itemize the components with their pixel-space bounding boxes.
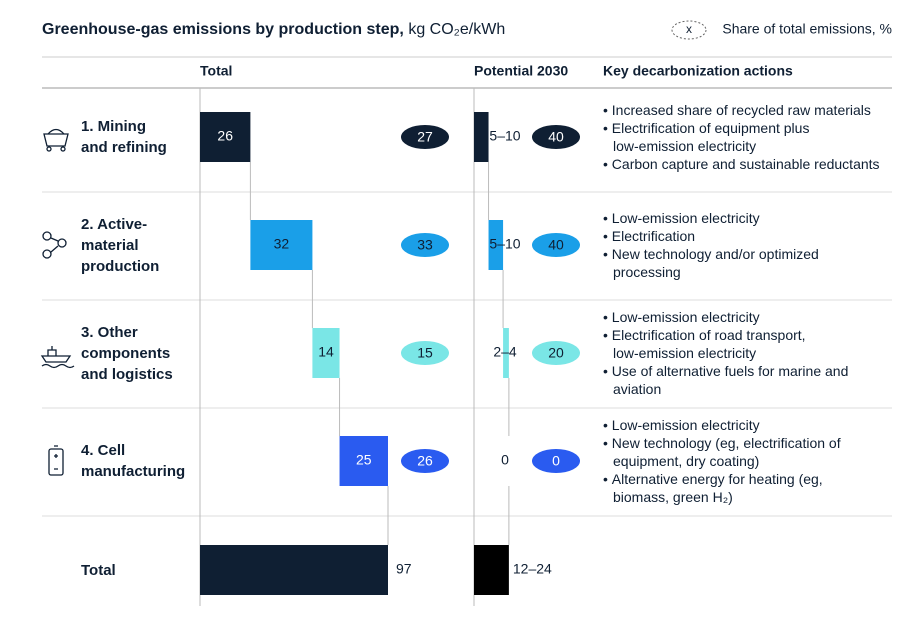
action-text: Use of alternative fuels for marine and: [611, 363, 849, 379]
potential-total-label: 12–24: [513, 561, 552, 577]
action-item: Alternative energy for heating (eg, bioma…: [603, 470, 908, 506]
action-item: Electrification of equipment plus low-emi…: [603, 119, 908, 155]
chart-title: Greenhouse-gas emissions by production s…: [42, 21, 505, 38]
potential-bar: [503, 328, 509, 378]
icon-battery: [48, 445, 64, 476]
bar: [339, 436, 388, 486]
action-text: aviation: [613, 381, 662, 397]
row-label: 1. Mining and refining: [81, 116, 167, 158]
row-label: 2. Active-material production: [81, 214, 159, 277]
share-label: 26: [417, 453, 433, 469]
title: Greenhouse-gas emissions by production s…: [42, 21, 404, 38]
share-marker: [401, 449, 449, 473]
potential-share-label: 40: [548, 237, 564, 253]
column-header: Total: [200, 63, 232, 79]
bar: [312, 328, 340, 378]
potential-total-bar: [474, 545, 509, 595]
row-label: 4. Cell manufacturing: [81, 440, 185, 482]
icon-mining: [43, 128, 69, 152]
row-label-line: 3. Other: [81, 323, 138, 341]
action-item: Low-emission electricity: [603, 416, 908, 434]
bar-label: 26: [217, 128, 233, 144]
actions: Low-emission electricityElectrification …: [603, 308, 908, 398]
row-label-line: components: [81, 344, 171, 362]
action-text: Increased share of recycled raw material…: [611, 102, 871, 118]
action-item: Increased share of recycled raw material…: [603, 101, 908, 119]
action-item: Low-emission electricity: [603, 209, 908, 227]
actions: Increased share of recycled raw material…: [603, 101, 908, 173]
action-text: Alternative energy for heating (eg,: [611, 471, 823, 487]
total-label: 97: [396, 561, 412, 577]
action-item: New technology and/or optimized processin…: [603, 245, 908, 281]
total-bar: [200, 545, 388, 595]
potential-share-label: 20: [548, 345, 564, 361]
row-label-line: 2. Active-: [81, 215, 148, 233]
action-text: Carbon capture and sustainable reductant…: [611, 156, 880, 172]
legend-label: Share of total emissions, %: [722, 21, 892, 37]
potential-bar: [488, 220, 504, 270]
potential-bar: [474, 112, 489, 162]
row-label-line: and refining: [81, 139, 167, 156]
unit: kg CO₂e/kWh: [408, 21, 505, 38]
action-item: Electrification: [603, 227, 908, 245]
actions: Low-emission electricityElectrificationN…: [603, 209, 908, 281]
share-label: 27: [417, 129, 433, 145]
action-text: low-emission electricity: [613, 138, 757, 154]
action-text: biomass, green H₂): [613, 489, 733, 505]
bar: [250, 220, 313, 270]
icon-ship: [40, 346, 75, 369]
potential-share-label: 40: [548, 129, 564, 145]
potential-label: 0: [501, 452, 509, 468]
legend-marker: x: [686, 22, 692, 36]
action-item: Low-emission electricity: [603, 308, 908, 326]
row-label-line: manufacturing: [81, 463, 186, 480]
action-text: Electrification of equipment plus: [611, 120, 810, 136]
share-label: 15: [417, 345, 433, 361]
bar: [200, 112, 251, 162]
action-item: Electrification of road transport, low-em…: [603, 326, 908, 362]
column-header: Key decarbonization actions: [603, 63, 793, 79]
row-label-line: 4. Cell: [81, 442, 126, 459]
potential-label: 2–4: [493, 344, 517, 360]
potential-label: 5–10: [489, 236, 520, 252]
potential-label: 5–10: [489, 128, 520, 144]
action-text: processing: [613, 264, 681, 280]
row-label-line: production: [81, 257, 160, 275]
bar-label: 32: [274, 236, 290, 252]
actions: Low-emission electricityNew technology (…: [603, 416, 908, 506]
action-text: Electrification: [611, 228, 696, 244]
share-marker: [401, 125, 449, 149]
action-text: equipment, dry coating): [613, 453, 760, 469]
share-label: 33: [417, 237, 433, 253]
action-text: New technology and/or optimized: [611, 246, 819, 262]
share-marker: [401, 233, 449, 257]
share-marker: [401, 341, 449, 365]
action-item: New technology (eg, electrification of eq…: [603, 434, 908, 470]
row-label: 3. Other components and logistics: [81, 322, 173, 385]
action-item: Use of alternative fuels for marine and a…: [603, 362, 908, 398]
row-label-line: 1. Mining: [81, 118, 146, 135]
row-label-line: and logistics: [81, 365, 173, 383]
potential-share-marker: [532, 449, 580, 473]
row-label-line: material: [81, 236, 139, 254]
action-item: Carbon capture and sustainable reductant…: [603, 155, 908, 173]
action-text: low-emission electricity: [613, 345, 757, 361]
action-text: Low-emission electricity: [611, 417, 760, 433]
action-text: New technology (eg, electrification of: [611, 435, 841, 451]
bar-label: 25: [356, 452, 372, 468]
bar-label: 14: [318, 344, 334, 360]
column-header: Potential 2030: [474, 63, 568, 79]
action-text: Electrification of road transport,: [611, 327, 806, 343]
legend-marker-shape: [671, 20, 707, 40]
potential-share-marker: [532, 341, 580, 365]
action-text: Low-emission electricity: [611, 309, 760, 325]
row-label: Total: [81, 561, 116, 579]
potential-share-marker: [532, 233, 580, 257]
icon-molecule: [42, 231, 67, 259]
potential-share-label: 0: [552, 453, 560, 469]
potential-share-marker: [532, 125, 580, 149]
action-text: Low-emission electricity: [611, 210, 760, 226]
